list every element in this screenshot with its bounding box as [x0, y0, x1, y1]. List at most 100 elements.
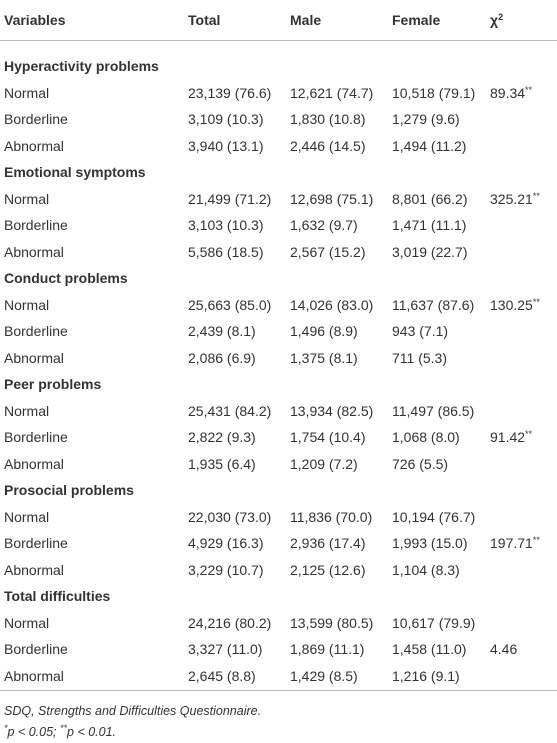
value-cell: 2,125 (12.6) — [290, 561, 366, 578]
section-row: Emotional symptoms — [4, 163, 146, 181]
chi-cell: 197.71** — [490, 534, 540, 552]
value-cell: 1,375 (8.1) — [290, 349, 358, 366]
value-cell: 5,586 (18.5) — [188, 243, 264, 260]
row-label: Normal — [4, 190, 50, 207]
section-title: Peer problems — [4, 376, 102, 392]
value-cell: 2,567 (15.2) — [290, 243, 366, 260]
table-cell: 1,209 (7.2) — [290, 455, 358, 473]
row-label: Abnormal — [4, 137, 64, 154]
table-cell: 10,194 (76.7) — [392, 508, 475, 526]
value-cell: 25,431 (84.2) — [188, 402, 272, 419]
table-cell: 24,216 (80.2) — [188, 614, 271, 632]
value-cell: 1,209 (7.2) — [290, 455, 358, 472]
table-cell: 711 (5.3) — [392, 349, 447, 367]
table-cell: 10,617 (79.9) — [392, 614, 475, 632]
row-label: Normal — [4, 614, 50, 631]
chi-value: 89.34 — [490, 84, 526, 101]
row-label: Borderline — [4, 535, 68, 551]
table-cell: Abnormal — [4, 667, 64, 685]
section-title: Prosocial problems — [4, 482, 134, 498]
value-cell: 25,663 (85.0) — [188, 296, 272, 313]
table-cell: Borderline — [4, 322, 68, 340]
table-cell: 25,663 (85.0) — [188, 296, 271, 314]
footnote-mark: * — [4, 723, 8, 733]
table-cell: Normal — [4, 84, 49, 102]
table-cell: 726 (5.5) — [392, 455, 448, 473]
value-cell: 10,194 (76.7) — [392, 508, 476, 525]
bottom-rule — [0, 690, 557, 691]
value-cell: 2,822 (9.3) — [188, 429, 256, 445]
row-label: Borderline — [4, 217, 68, 233]
section-row: Hyperactivity problems — [4, 57, 159, 75]
section-title: Hyperactivity problems — [4, 58, 159, 74]
table-cell: 12,698 (75.1) — [290, 190, 373, 208]
section-title: Total difficulties — [4, 588, 111, 604]
table-cell: 1,632 (9.7) — [290, 216, 358, 234]
row-label: Borderline — [4, 111, 68, 127]
row-label: Abnormal — [4, 243, 64, 260]
table-cell: 25,431 (84.2) — [188, 402, 271, 420]
value-cell: 711 (5.3) — [392, 349, 447, 366]
table-cell: 3,019 (22.7) — [392, 243, 468, 261]
table-cell: 2,822 (9.3) — [188, 428, 256, 446]
table-cell: 13,934 (82.5) — [290, 402, 373, 420]
value-cell: 943 (7.1) — [392, 323, 449, 339]
table-cell: Borderline — [4, 534, 68, 552]
table-cell: 1,429 (8.5) — [290, 667, 358, 685]
row-label: Borderline — [4, 641, 68, 657]
footnote-text: p < 0.01. — [67, 725, 117, 739]
table-cell: 1,216 (9.1) — [392, 667, 460, 685]
footnote-mark: ** — [60, 723, 68, 733]
value-cell: 13,599 (80.5) — [290, 614, 374, 631]
value-cell: 2,936 (17.4) — [290, 535, 366, 551]
value-cell: 1,104 (8.3) — [392, 561, 460, 578]
row-label: Borderline — [4, 323, 68, 339]
value-cell: 2,645 (8.8) — [188, 667, 256, 684]
footnote: *p < 0.05; **p < 0.01. — [4, 723, 117, 740]
value-cell: 3,327 (11.0) — [188, 641, 263, 657]
value-cell: 13,934 (82.5) — [290, 402, 374, 419]
chi-value: 197.71 — [490, 535, 533, 551]
column-header: Total — [188, 11, 220, 29]
chi-value: 130.25 — [490, 296, 533, 313]
table-cell: 1,494 (11.2) — [392, 137, 466, 155]
table-cell: 2,446 (14.5) — [290, 137, 366, 155]
table-cell: 1,068 (8.0) — [392, 428, 460, 446]
table-cell: 1,375 (8.1) — [290, 349, 358, 367]
table-cell: Borderline — [4, 428, 68, 446]
table-cell: 2,567 (15.2) — [290, 243, 366, 261]
chi-cell: 89.34** — [490, 84, 532, 102]
row-label: Borderline — [4, 429, 68, 445]
header-text: Female — [392, 12, 441, 28]
table-cell: 2,439 (8.1) — [188, 322, 256, 340]
significance-mark: ** — [525, 429, 533, 439]
table-cell: 23,139 (76.6) — [188, 84, 271, 102]
footnote-text: SDQ, Strengths and Difficulties Question… — [4, 704, 262, 718]
row-label: Normal — [4, 296, 50, 313]
table-cell: Abnormal — [4, 561, 64, 579]
value-cell: 24,216 (80.2) — [188, 614, 272, 631]
section-row: Conduct problems — [4, 269, 128, 287]
value-cell: 1,496 (8.9) — [290, 323, 358, 339]
table-cell: 2,936 (17.4) — [290, 534, 366, 552]
value-cell: 11,836 (70.0) — [290, 508, 373, 525]
value-cell: 3,019 (22.7) — [392, 243, 468, 260]
table-cell: Normal — [4, 402, 49, 420]
table-cell: 11,836 (70.0) — [290, 508, 372, 526]
table-cell: 1,471 (11.1) — [392, 216, 466, 234]
row-label: Abnormal — [4, 349, 64, 366]
footnote: SDQ, Strengths and Difficulties Question… — [4, 704, 261, 718]
value-cell: 12,621 (74.7) — [290, 84, 374, 101]
table-cell: Abnormal — [4, 137, 64, 155]
table-cell: 1,496 (8.9) — [290, 322, 358, 340]
table-cell: Borderline — [4, 110, 68, 128]
table-cell: 11,497 (86.5) — [392, 402, 474, 420]
chi-cell: 4.46 — [490, 640, 517, 658]
row-label: Normal — [4, 508, 50, 525]
header-text: Total — [188, 12, 221, 28]
chi-cell: 130.25** — [490, 296, 540, 314]
value-cell: 1,471 (11.1) — [392, 217, 467, 233]
value-cell: 23,139 (76.6) — [188, 84, 272, 101]
value-cell: 22,030 (73.0) — [188, 508, 272, 525]
table-cell: 1,279 (9.6) — [392, 110, 460, 128]
